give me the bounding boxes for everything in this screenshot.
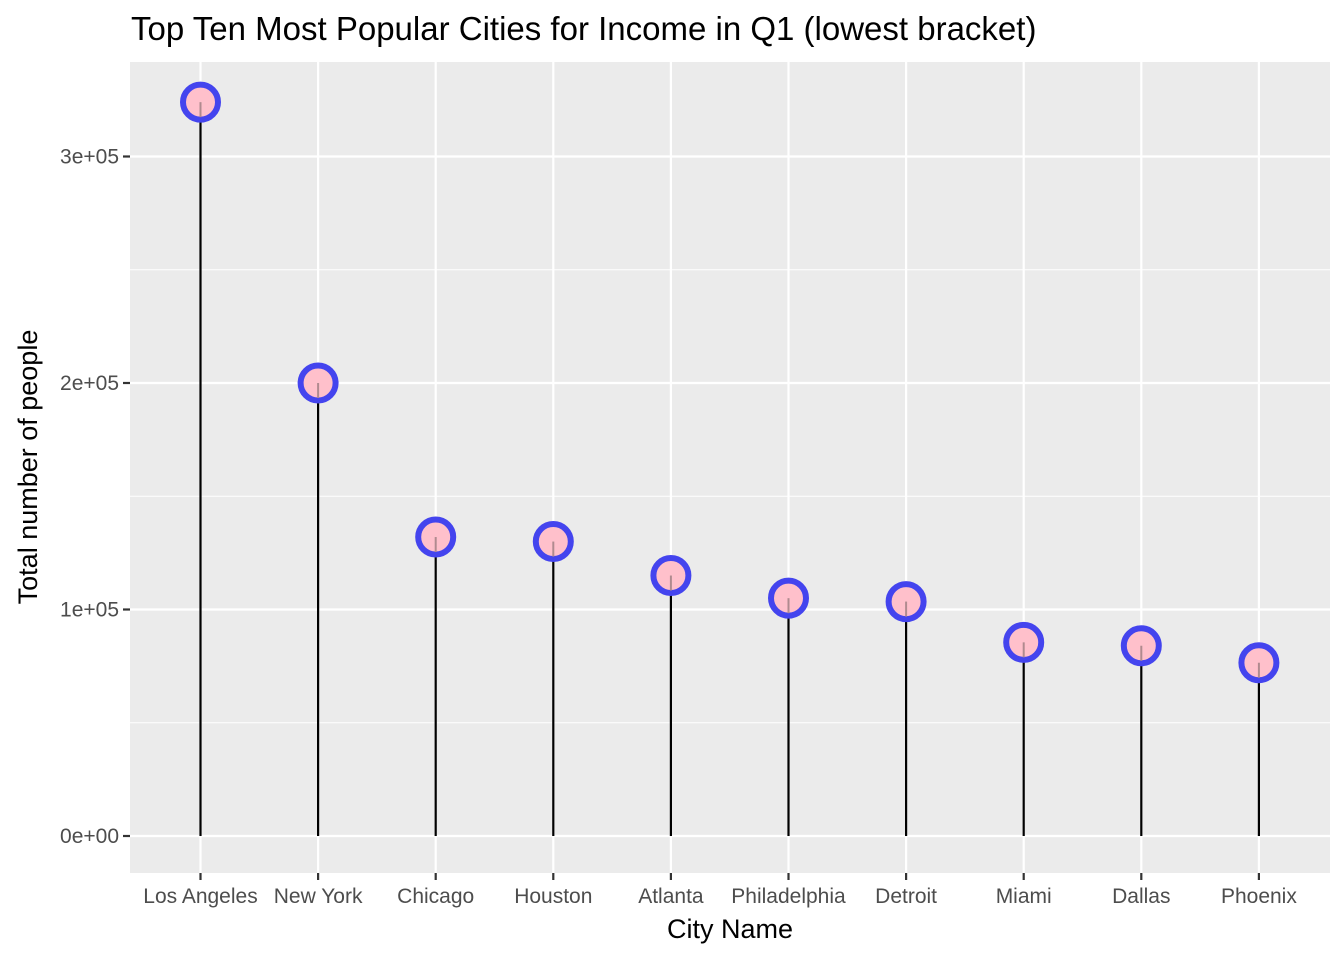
y-tick-label: 0e+00 <box>60 825 119 848</box>
x-tick-label: Phoenix <box>1221 885 1297 908</box>
chart-title: Top Ten Most Popular Cities for Income i… <box>131 10 1036 47</box>
y-tick-label: 2e+05 <box>60 372 119 395</box>
points <box>180 81 1280 684</box>
y-tick-label: 1e+05 <box>60 599 119 622</box>
x-tick-label: Philadelphia <box>731 885 846 908</box>
axes: 0e+00 1e+05 2e+05 3e+05 Los Angeles New York C… <box>60 146 1297 909</box>
plot-panel <box>130 62 1330 873</box>
stems <box>199 102 1261 836</box>
x-tick-label: Detroit <box>875 885 937 908</box>
x-tick-label: Chicago <box>397 885 474 908</box>
x-tick-label: Los Angeles <box>143 885 257 908</box>
x-tick-label: Houston <box>514 885 592 908</box>
x-tick-label: Atlanta <box>638 885 704 908</box>
x-tick-label: New York <box>274 885 363 908</box>
x-tick-label: Dallas <box>1112 885 1170 908</box>
y-axis-title: Total number of people <box>13 330 43 605</box>
y-tick-label: 3e+05 <box>60 146 119 169</box>
x-tick-label: Miami <box>996 885 1052 908</box>
x-axis-title: City Name <box>667 914 793 944</box>
